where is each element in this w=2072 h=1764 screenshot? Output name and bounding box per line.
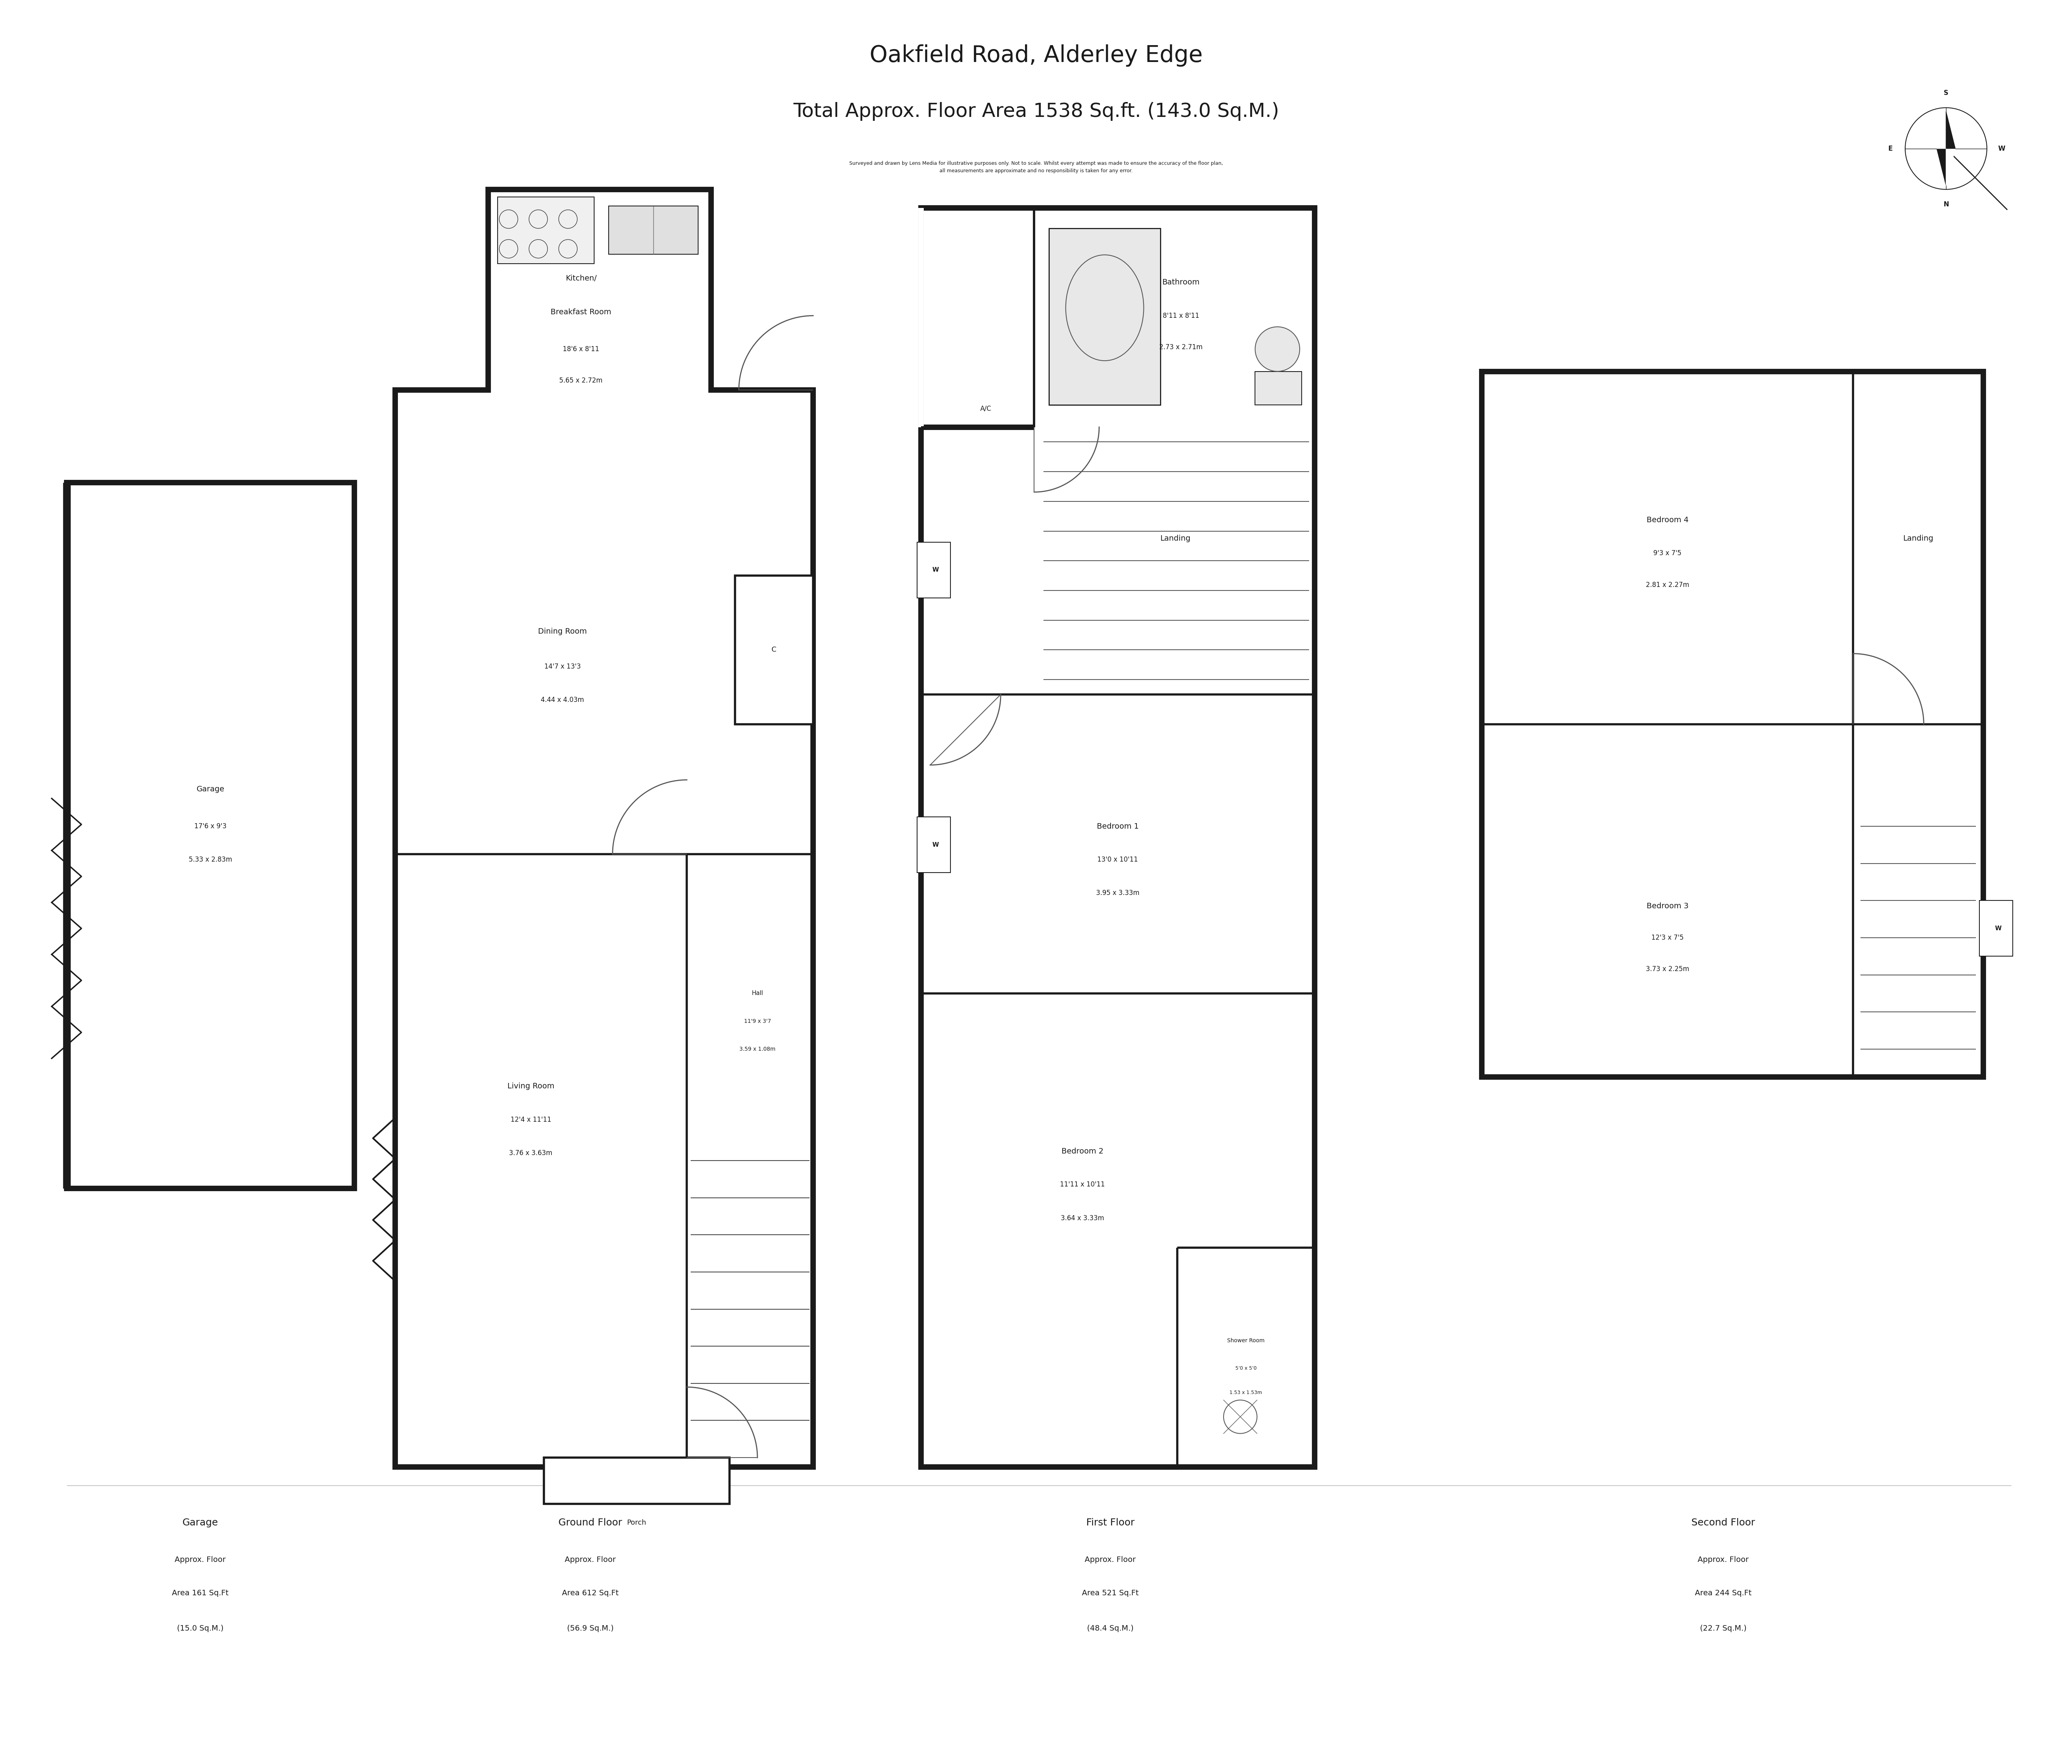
- Text: Area 521 Sq.Ft: Area 521 Sq.Ft: [1082, 1589, 1140, 1596]
- Text: Total Approx. Floor Area 1538 Sq.ft. (143.0 Sq.M.): Total Approx. Floor Area 1538 Sq.ft. (14…: [794, 102, 1278, 120]
- Text: Breakfast Room: Breakfast Room: [551, 309, 611, 316]
- Text: 5.65 x 2.72m: 5.65 x 2.72m: [559, 377, 603, 385]
- Text: Ground Floor: Ground Floor: [559, 1517, 622, 1528]
- Text: 3.59 x 1.08m: 3.59 x 1.08m: [740, 1046, 775, 1051]
- Text: W: W: [1995, 926, 2002, 931]
- Bar: [918, 817, 951, 873]
- Text: 18'6 x 8'11: 18'6 x 8'11: [564, 346, 599, 353]
- Bar: [1048, 228, 1160, 404]
- Text: W: W: [1997, 145, 2006, 152]
- Text: Bedroom 1: Bedroom 1: [1096, 822, 1140, 831]
- Text: 5'0 x 5'0: 5'0 x 5'0: [1235, 1365, 1256, 1371]
- Polygon shape: [1946, 148, 1956, 185]
- Text: 12'4 x 11'11: 12'4 x 11'11: [510, 1117, 551, 1124]
- Text: Second Floor: Second Floor: [1691, 1517, 1755, 1528]
- Text: Approx. Floor: Approx. Floor: [1697, 1556, 1749, 1563]
- Text: S: S: [1944, 90, 1948, 97]
- Text: Bedroom 2: Bedroom 2: [1061, 1148, 1104, 1155]
- Bar: [1481, 372, 1983, 1078]
- Text: Bathroom: Bathroom: [1162, 279, 1200, 286]
- Text: 11'11 x 10'11: 11'11 x 10'11: [1061, 1182, 1104, 1189]
- Text: Area 161 Sq.Ft: Area 161 Sq.Ft: [172, 1589, 228, 1596]
- Text: Bedroom 3: Bedroom 3: [1647, 903, 1689, 910]
- Polygon shape: [1946, 111, 1956, 148]
- Text: (22.7 Sq.M.): (22.7 Sq.M.): [1699, 1625, 1747, 1632]
- Text: Oakfield Road, Alderley Edge: Oakfield Road, Alderley Edge: [870, 44, 1202, 67]
- Bar: [497, 198, 595, 263]
- Text: Approx. Floor: Approx. Floor: [174, 1556, 226, 1563]
- Polygon shape: [1937, 111, 1946, 148]
- Bar: [920, 208, 1314, 1468]
- Text: 17'6 x 9'3: 17'6 x 9'3: [195, 822, 226, 829]
- Text: Porch: Porch: [628, 1519, 646, 1526]
- Text: Approx. Floor: Approx. Floor: [566, 1556, 615, 1563]
- Text: Dining Room: Dining Room: [539, 628, 586, 635]
- Text: 13'0 x 10'11: 13'0 x 10'11: [1098, 856, 1138, 863]
- Text: Living Room: Living Room: [508, 1083, 555, 1090]
- Text: A/C: A/C: [980, 406, 990, 413]
- Bar: [920, 206, 1316, 1469]
- Text: 8'11 x 8'11: 8'11 x 8'11: [1162, 312, 1200, 319]
- Text: 3.95 x 3.33m: 3.95 x 3.33m: [1096, 889, 1140, 896]
- Text: 3.76 x 3.63m: 3.76 x 3.63m: [510, 1150, 553, 1157]
- Text: 12'3 x 7'5: 12'3 x 7'5: [1651, 935, 1685, 942]
- Bar: [543, 1457, 729, 1505]
- Text: First Floor: First Floor: [1086, 1517, 1135, 1528]
- Polygon shape: [396, 189, 812, 1468]
- Text: Garage: Garage: [197, 785, 224, 792]
- Text: Kitchen/: Kitchen/: [566, 275, 597, 282]
- Text: Hall: Hall: [752, 990, 762, 997]
- Text: C: C: [771, 646, 777, 653]
- Text: Shower Room: Shower Room: [1227, 1337, 1264, 1344]
- Text: 4.44 x 4.03m: 4.44 x 4.03m: [541, 697, 584, 704]
- Text: 3.64 x 3.33m: 3.64 x 3.33m: [1061, 1215, 1104, 1222]
- Text: 3.73 x 2.25m: 3.73 x 2.25m: [1645, 965, 1689, 972]
- Text: Area 244 Sq.Ft: Area 244 Sq.Ft: [1695, 1589, 1751, 1596]
- Bar: [66, 483, 354, 1189]
- Text: Approx. Floor: Approx. Floor: [1086, 1556, 1135, 1563]
- Bar: [918, 542, 951, 598]
- Text: 9'3 x 7'5: 9'3 x 7'5: [1653, 550, 1682, 557]
- Bar: [736, 575, 812, 725]
- Text: (56.9 Sq.M.): (56.9 Sq.M.): [568, 1625, 613, 1632]
- Text: N: N: [1944, 201, 1950, 208]
- Text: (48.4 Sq.M.): (48.4 Sq.M.): [1088, 1625, 1133, 1632]
- Text: (15.0 Sq.M.): (15.0 Sq.M.): [176, 1625, 224, 1632]
- Text: Area 612 Sq.Ft: Area 612 Sq.Ft: [562, 1589, 620, 1596]
- Text: 14'7 x 13'3: 14'7 x 13'3: [545, 663, 580, 670]
- Bar: [609, 206, 698, 254]
- Text: Bedroom 4: Bedroom 4: [1647, 517, 1689, 524]
- Text: 5.33 x 2.83m: 5.33 x 2.83m: [189, 856, 232, 863]
- Text: E: E: [1888, 145, 1892, 152]
- Bar: [1979, 901, 2012, 956]
- Text: 11'9 x 3'7: 11'9 x 3'7: [744, 1018, 771, 1025]
- Bar: [1256, 372, 1301, 404]
- Text: Garage: Garage: [182, 1517, 218, 1528]
- Text: Landing: Landing: [1160, 534, 1191, 542]
- Bar: [920, 208, 1314, 1468]
- Text: Landing: Landing: [1902, 534, 1933, 542]
- Bar: [920, 208, 1034, 427]
- Text: 1.53 x 1.53m: 1.53 x 1.53m: [1229, 1390, 1262, 1395]
- Text: 2.81 x 2.27m: 2.81 x 2.27m: [1645, 582, 1689, 589]
- Text: 2.73 x 2.71m: 2.73 x 2.71m: [1158, 344, 1202, 351]
- Text: Surveyed and drawn by Lens Media for illustrative purposes only. Not to scale. W: Surveyed and drawn by Lens Media for ill…: [850, 161, 1222, 173]
- Text: W: W: [932, 566, 939, 573]
- Text: W: W: [932, 841, 939, 848]
- Circle shape: [1256, 326, 1299, 372]
- Polygon shape: [1937, 148, 1946, 185]
